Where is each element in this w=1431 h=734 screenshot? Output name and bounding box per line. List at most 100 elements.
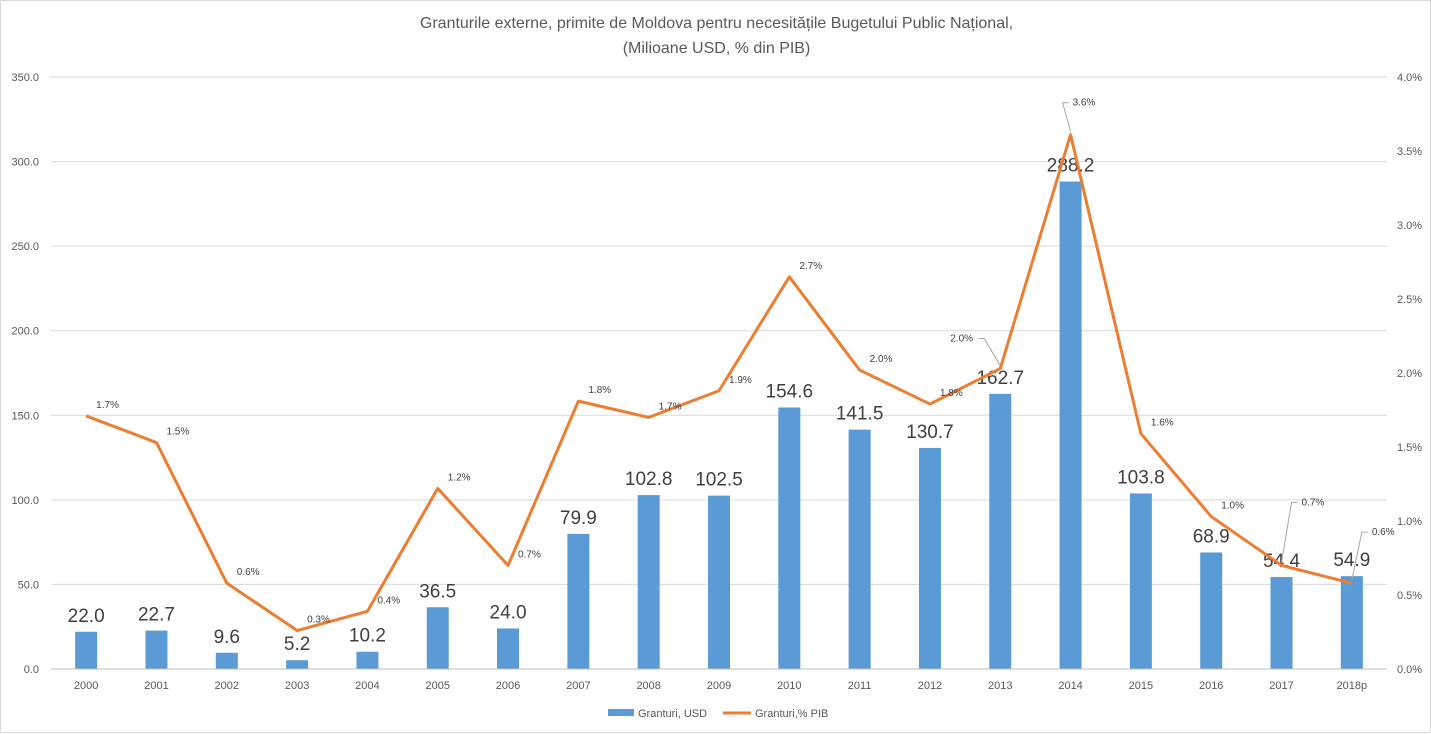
pct-line [85, 133, 1353, 633]
x-tick-label: 2000 [74, 680, 98, 692]
line-data-label: 2.0% [950, 334, 973, 345]
bar-data-label: 68.9 [1193, 526, 1230, 547]
bar [848, 429, 871, 669]
label-leader-line [1061, 102, 1072, 132]
line-data-label: 1.5% [166, 427, 189, 438]
bar-data-label: 10.2 [349, 626, 386, 647]
bar [637, 495, 660, 669]
bar-data-label: 103.8 [1117, 467, 1165, 488]
line-data-label: 1.9% [729, 375, 752, 386]
x-tick-label: 2002 [215, 680, 239, 692]
bar [1340, 576, 1363, 669]
y-right-tick-label: 1.5% [1397, 442, 1422, 454]
bar [1200, 552, 1223, 669]
bar [778, 407, 801, 669]
line-data-label: 1.8% [588, 385, 611, 396]
bar-data-label: 36.5 [419, 581, 456, 602]
bar [708, 495, 730, 669]
y-right-tick-label: 4.0% [1397, 72, 1422, 84]
bar-data-label: 9.6 [214, 627, 240, 648]
y-right-tick-label: 0.5% [1397, 590, 1422, 602]
line-data-label: 0.3% [307, 615, 330, 626]
y-right-tick-label: 2.0% [1397, 368, 1422, 380]
bar-data-label: 54.9 [1333, 550, 1370, 571]
label-leader-line [1281, 501, 1298, 563]
bar-data-label: 130.7 [906, 422, 954, 443]
line-data-label: 1.8% [940, 388, 963, 399]
bar [426, 607, 449, 669]
legend-swatch-bars [608, 709, 634, 716]
x-tick-label: 2003 [285, 680, 309, 692]
bar-data-label: 141.5 [836, 404, 884, 425]
bar [918, 447, 941, 669]
y-right-tick-label: 3.5% [1397, 146, 1422, 158]
x-tick-label: 2007 [566, 680, 590, 692]
x-tick-label: 2011 [848, 680, 872, 692]
label-leader-line [1351, 531, 1368, 581]
y-left-tick-label: 150.0 [11, 410, 39, 422]
y-right-tick-label: 2.5% [1397, 294, 1422, 306]
y-left-tick-label: 300.0 [11, 157, 39, 169]
line-data-label: 0.7% [1302, 497, 1325, 508]
y-right-tick-label: 0.0% [1397, 664, 1422, 676]
bar-data-label: 154.6 [766, 382, 814, 403]
y-left-tick-label: 100.0 [11, 495, 39, 507]
line-data-label: 1.2% [448, 472, 471, 483]
x-tick-label: 2009 [707, 680, 731, 692]
line-data-label: 0.6% [1372, 527, 1395, 538]
chart-title: Granturile externe, primite de Moldova p… [419, 15, 1014, 32]
line-data-label: 0.4% [377, 595, 400, 606]
bar-data-label: 79.9 [560, 508, 597, 529]
bar [215, 652, 238, 669]
y-left-tick-label: 250.0 [11, 241, 39, 253]
x-tick-label: 2001 [144, 680, 168, 692]
line-data-label: 1.6% [1151, 418, 1174, 429]
line-data-label: 0.7% [518, 549, 541, 560]
y-right-tick-label: 3.0% [1397, 220, 1422, 232]
bar [286, 660, 309, 669]
legend-label-line: Granturi,% PIB [755, 708, 828, 720]
x-tick-label: 2018p [1337, 680, 1368, 692]
x-tick-label: 2006 [496, 680, 520, 692]
y-right-tick-label: 1.0% [1397, 516, 1422, 528]
x-tick-label: 2005 [425, 680, 449, 692]
line-data-label: 2.7% [799, 261, 822, 272]
x-tick-label: 2016 [1199, 680, 1223, 692]
x-tick-label: 2015 [1129, 680, 1153, 692]
bar-data-label: 5.2 [284, 634, 310, 655]
bar-data-label: 102.5 [695, 470, 743, 491]
x-tick-label: 2017 [1269, 680, 1293, 692]
y-left-tick-label: 200.0 [11, 326, 39, 338]
bar [567, 533, 590, 669]
bar-data-label: 22.0 [68, 606, 105, 627]
bar [1059, 181, 1082, 670]
bar [356, 651, 379, 669]
bar-data-label: 102.8 [625, 469, 673, 490]
x-tick-label: 2010 [777, 680, 801, 692]
x-tick-label: 2012 [918, 680, 942, 692]
y-left-tick-label: 50.0 [18, 579, 39, 591]
bar [497, 628, 520, 669]
bar [989, 393, 1012, 669]
y-left-tick-label: 350.0 [11, 72, 39, 84]
line-data-label: 1.0% [1221, 501, 1244, 512]
bar [145, 630, 168, 669]
y-left-tick-label: 0.0 [24, 664, 39, 676]
x-tick-label: 2008 [636, 680, 660, 692]
bar-data-label: 288.2 [1047, 156, 1095, 177]
line-data-label: 2.0% [870, 354, 893, 365]
line-data-label: 1.7% [659, 401, 682, 412]
legend-label-bars: Granturi, USD [638, 708, 707, 720]
x-tick-label: 2004 [355, 680, 379, 692]
line-data-label: 3.6% [1073, 98, 1096, 109]
label-leader-line [978, 338, 1001, 366]
bar-data-label: 24.0 [490, 602, 527, 623]
x-tick-label: 2013 [988, 680, 1012, 692]
bar [1270, 576, 1293, 669]
bar [1129, 493, 1152, 669]
bar-data-label: 22.7 [138, 605, 175, 626]
bar [75, 631, 98, 669]
chart-subtitle: (Milioane USD, % din PIB) [622, 40, 811, 57]
